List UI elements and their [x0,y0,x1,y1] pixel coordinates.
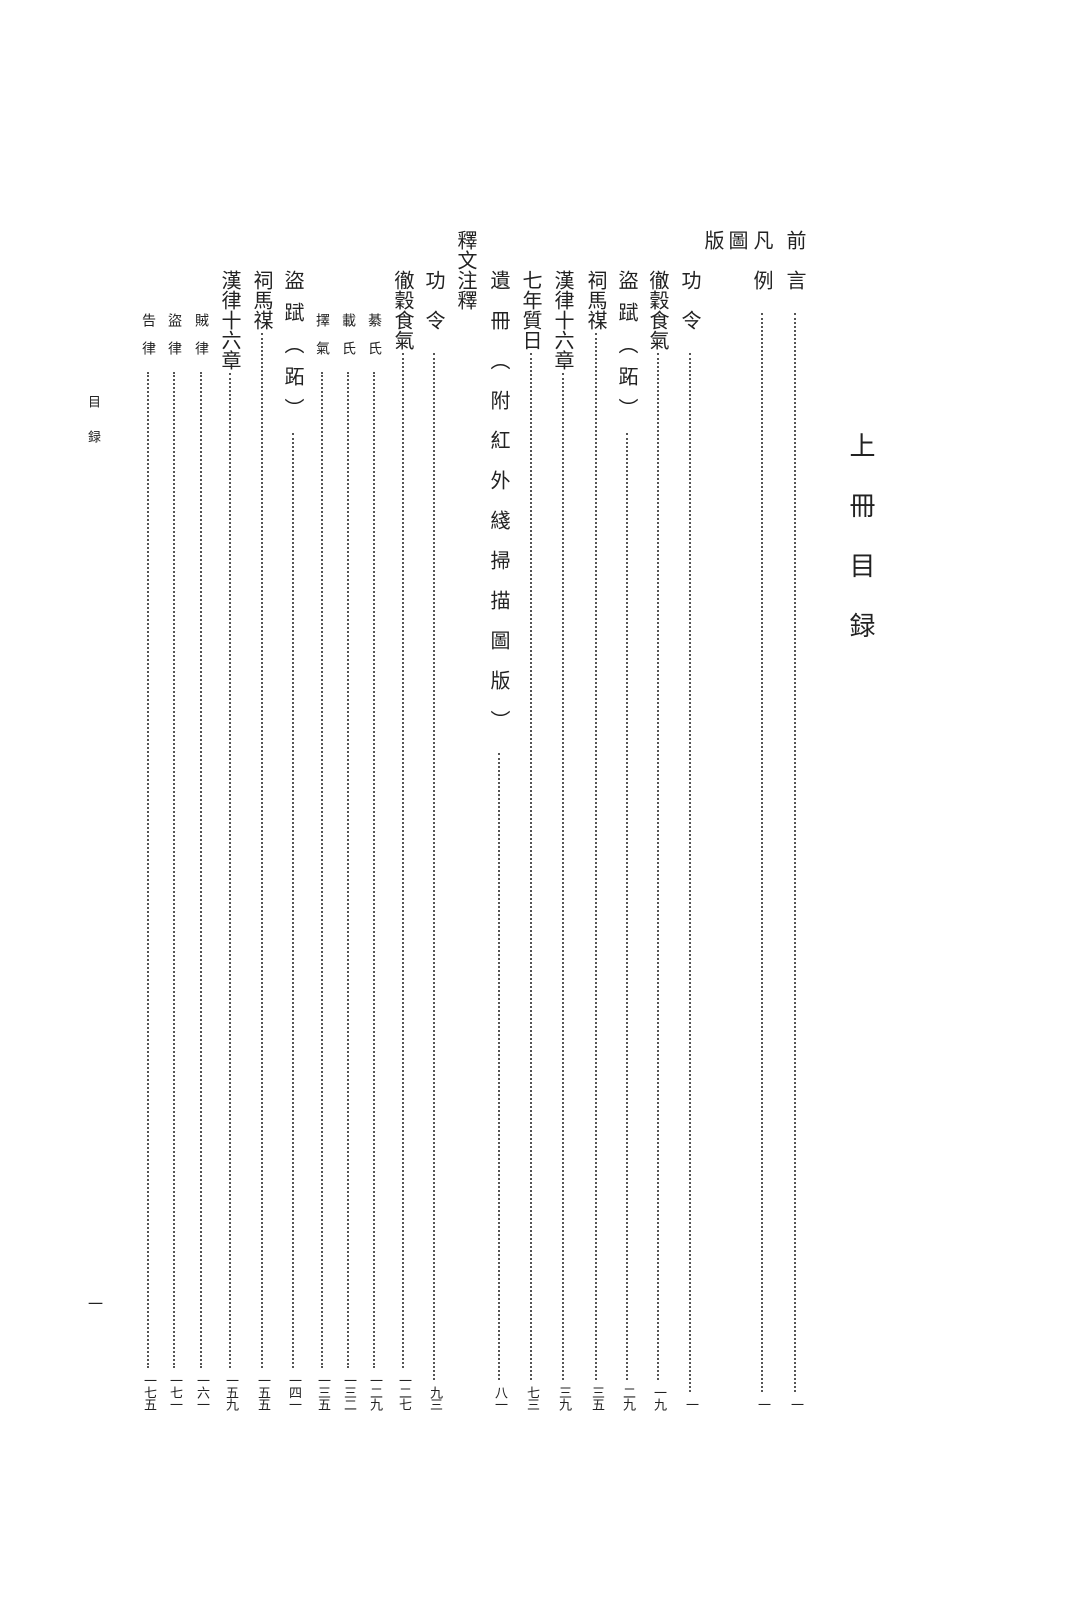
toc-entry[interactable]: 賊律 一六一 [187,313,215,1410]
toc-page-number: 三九 [556,1386,571,1410]
toc-entry[interactable]: 遺冊（附紅外綫掃描圖版） 八一 [485,270,513,1410]
dot-leader [595,333,597,1380]
toc-entry[interactable]: 綦氏 一二九 [360,313,388,1410]
toc-page-number: 一九 [651,1386,666,1410]
toc-page-number: 一五五 [255,1374,270,1410]
toc-entry-title: 漢律十六章 [218,270,242,370]
toc-entry-title: 圖版 [701,230,749,270]
running-head: 目録 [85,395,100,465]
toc-entry[interactable]: 漢律十六章 一五九 [216,270,244,1410]
dot-leader [261,333,263,1368]
toc-entry-title: 前言 [783,230,807,310]
dot-leader [530,353,532,1380]
toc-entry-title: 載氏 [340,313,356,369]
dot-leader [173,372,175,1368]
toc-page-number: 一四一 [286,1374,301,1410]
dot-leader [200,372,202,1368]
toc-entry[interactable]: 功令一 [676,270,704,1410]
dot-leader [402,353,404,1368]
toc-page-number: 一六一 [194,1374,209,1410]
toc-page-number: 一二九 [367,1374,382,1410]
toc-entry[interactable]: 盜䟼（跖） 二九 [613,270,641,1410]
dot-leader [562,373,564,1380]
toc-entry-title: 賊律 [193,313,209,369]
toc-entry[interactable]: 徹穀食氣 一二七 [389,270,417,1410]
toc-page-number: 一七一 [167,1374,182,1410]
dot-leader [321,372,323,1368]
toc-entry[interactable]: 告律 一七五 [134,313,162,1410]
toc-entry-title: 七年質日 [519,270,543,350]
dot-leader [229,373,231,1368]
dot-leader [689,353,691,1392]
toc-page-number: 八一 [492,1386,507,1410]
toc-page-number: 三五 [589,1386,604,1410]
toc-entry[interactable]: 載氏 一三二 [334,313,362,1410]
dot-leader [433,353,435,1380]
toc-page-number: 二九 [620,1386,635,1410]
toc-entry[interactable]: 擇氣 一三五 [308,313,336,1410]
toc-entry[interactable]: 盜䟼（跖） 一四一 [279,270,307,1410]
dot-leader [761,313,763,1392]
toc-entry-title: 綦氏 [366,313,382,369]
toc-page-number: 七三 [524,1386,539,1410]
toc-entry[interactable]: 前言一 [781,230,809,1410]
toc-page-number: 一 [683,1398,698,1410]
dot-leader [347,372,349,1368]
toc-entry-title: 漢律十六章 [551,270,575,370]
toc-entry[interactable]: 祠馬禖 三五 [582,270,610,1410]
toc-page-number: 一三五 [315,1374,330,1410]
toc-page-number: 一七五 [141,1374,156,1410]
dot-leader [794,313,796,1392]
toc-page-number: 九三 [427,1386,442,1410]
toc-entry[interactable]: 盜律 一七一 [160,313,188,1410]
toc-entry[interactable]: 漢律十六章 三九 [549,270,577,1410]
toc-entry[interactable]: 徹穀食氣 一九 [644,270,672,1410]
page-title: 上冊目録 [845,432,875,672]
toc-entry[interactable]: 功令 九三 [420,270,448,1410]
toc-entry-title: 遺冊（附紅外綫掃描圖版） [487,270,511,750]
dot-leader [626,433,628,1380]
toc-entry-title: 盜律 [166,313,182,369]
toc-entry-title: 擇氣 [314,313,330,369]
dot-leader [373,372,375,1368]
toc-entry[interactable]: 圖版 [701,230,749,290]
toc-page-number: 一二七 [396,1374,411,1410]
dot-leader [292,433,294,1368]
toc-entry-title: 功令 [422,270,446,350]
folio-page-number: 一 [88,1295,104,1313]
dot-leader [657,353,659,1380]
toc-entry-title: 祠馬禖 [250,270,274,330]
toc-entry-title: 告律 [140,313,156,369]
toc-entry-title: 祠馬禖 [584,270,608,330]
toc-entry-title: 釋文注釋 [454,230,478,310]
toc-page-number: 一三二 [341,1374,356,1410]
toc-entry-title: 盜䟼（跖） [615,270,639,430]
toc-entry-title: 徹穀食氣 [646,270,670,350]
toc-entry-title: 徹穀食氣 [391,270,415,350]
toc-page-number: 一五九 [223,1374,238,1410]
toc-entry-title: 功令 [678,270,702,350]
dot-leader [147,372,149,1368]
toc-entry[interactable]: 凡例一 [748,230,776,1410]
toc-entry-title: 盜䟼（跖） [281,270,305,430]
dot-leader [498,753,500,1380]
toc-page-number: 一 [755,1398,770,1410]
toc-entry[interactable]: 祠馬禖 一五五 [248,270,276,1410]
toc-entry[interactable]: 釋文注釋 [452,230,480,340]
toc-entry-title: 凡例 [750,230,774,310]
toc-entry[interactable]: 七年質日 七三 [517,270,545,1410]
toc-page-number: 一 [788,1398,803,1410]
